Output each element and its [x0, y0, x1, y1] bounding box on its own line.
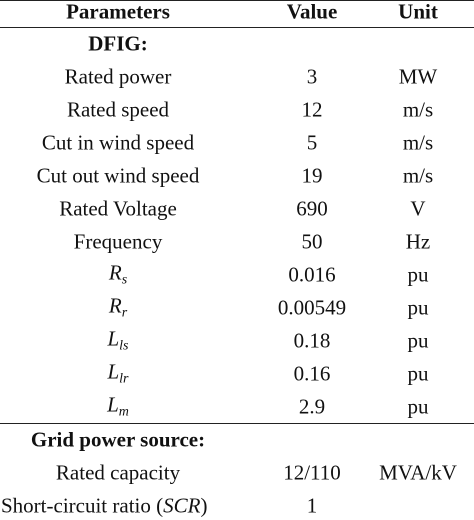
header-rule [0, 27, 474, 28]
symbol: L [107, 326, 120, 351]
section-title: Grid power source: [30, 427, 206, 452]
subscript: m [118, 404, 129, 420]
symbol: R [108, 293, 122, 318]
subscript: lr [119, 371, 129, 387]
value: 3 [306, 64, 318, 89]
unit: pu [407, 262, 429, 287]
value: 50 [301, 229, 323, 254]
value: 0.016 [288, 262, 336, 287]
unit: pu [407, 295, 429, 320]
unit: Hz [405, 229, 431, 254]
top-rule [0, 0, 474, 1]
header-unit: Unit [398, 0, 438, 24]
unit: MVA/kV [379, 460, 457, 485]
section-title: DFIG: [88, 31, 148, 56]
unit: MW [398, 64, 438, 89]
parameter-label: Cut in wind speed [41, 130, 195, 155]
value: 690 [296, 196, 328, 221]
subscript: r [121, 305, 128, 321]
abbreviation: SCR [163, 493, 201, 518]
symbol: L [107, 359, 120, 384]
value: 0.00549 [277, 295, 347, 320]
value: 0.18 [293, 328, 331, 353]
parameter-symbol: Lm [107, 392, 129, 420]
label-end: ) [200, 493, 208, 518]
unit: V [410, 196, 426, 221]
value: 1 [306, 493, 318, 518]
unit: pu [407, 361, 429, 386]
symbol: R [108, 260, 122, 285]
header-parameter: Parameters [66, 0, 170, 24]
symbol: L [107, 392, 119, 417]
subscript: s [121, 272, 128, 288]
parameter-symbol: Rr [108, 293, 128, 321]
unit: m/s [402, 130, 434, 155]
parameter-label: Rated capacity [55, 460, 181, 485]
subscript: ls [119, 338, 129, 354]
value: 0.16 [293, 361, 331, 386]
parameter-symbol: Lls [107, 326, 129, 354]
parameter-label: Rated speed [66, 97, 170, 122]
parameter-label: Cut out wind speed [36, 163, 200, 188]
value: 12/110 [283, 460, 341, 485]
parameter-label: Rated power [64, 64, 172, 89]
parameter-label: Frequency [73, 229, 163, 254]
parameter-label: Rated Voltage [59, 196, 177, 221]
unit: m/s [402, 163, 434, 188]
parameter-label: Short-circuit ratio (SCR) [1, 493, 208, 518]
unit: pu [407, 394, 429, 419]
value: 12 [301, 97, 323, 122]
value: 2.9 [298, 394, 326, 419]
parameter-symbol: Llr [107, 359, 129, 387]
label-text: Short-circuit ratio ( [1, 493, 164, 518]
section-rule [0, 423, 474, 424]
header-value: Value [286, 0, 338, 24]
value: 19 [301, 163, 323, 188]
parameter-symbol: Rs [108, 260, 128, 288]
unit: pu [407, 328, 429, 353]
value: 5 [306, 130, 318, 155]
unit: m/s [402, 97, 434, 122]
